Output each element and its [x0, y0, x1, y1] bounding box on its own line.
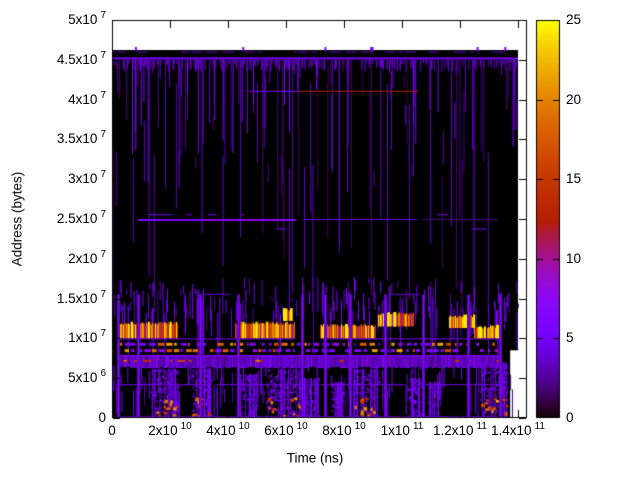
tick-exponent: 7 [100, 129, 106, 141]
x-tick-label: 1.2x10 11 [400, 421, 520, 441]
tick-exponent: 7 [100, 49, 106, 61]
y-tick-label: 0 [0, 410, 106, 426]
tick-mantissa: 1x10 [68, 330, 98, 346]
x-axis-title: Time (ns) [286, 450, 344, 466]
tick-mantissa: 8x10 [322, 423, 352, 438]
tick-exponent: 7 [100, 288, 106, 300]
x-tick-label: 1.4x10 11 [458, 421, 578, 441]
y-tick-label: 5x10 7 [0, 10, 106, 30]
tick-exponent: 11 [476, 421, 487, 432]
x-tick-label: 0 [52, 423, 172, 439]
y-tick-label: 2.5x10 7 [0, 209, 106, 229]
colorbar-tick-label: 0 [566, 410, 574, 425]
tick-exponent: 11 [534, 421, 545, 432]
tick-exponent: 7 [100, 89, 106, 101]
tick-mantissa: 0 [108, 423, 116, 438]
tick-exponent: 11 [412, 421, 424, 432]
tick-exponent: 7 [100, 209, 106, 220]
x-tick-label: 8x10 10 [284, 421, 404, 441]
tick-exponent: 7 [100, 10, 106, 21]
tick-exponent: 6 [100, 368, 106, 380]
tick-exponent: 7 [100, 169, 106, 181]
y-tick-label: 1x10 7 [0, 328, 106, 348]
tick-mantissa: 3x10 [68, 171, 98, 187]
tick-exponent: 10 [354, 421, 366, 432]
colorbar-tick-label: 5 [566, 330, 574, 346]
tick-mantissa: 0 [98, 410, 106, 425]
tick-exponent: 10 [180, 421, 192, 432]
y-tick-label: 1.5x10 7 [0, 288, 106, 309]
tick-exponent: 10 [296, 421, 308, 432]
y-tick-label: 4x10 7 [0, 89, 106, 110]
tick-mantissa: 4x10 [206, 423, 236, 438]
y-tick-label: 2x10 7 [0, 248, 106, 269]
tick-mantissa: 2x10 [68, 250, 98, 266]
x-tick-label: 1x10 11 [342, 421, 462, 441]
tick-mantissa: 3.5x10 [56, 131, 98, 147]
x-tick-label: 6x10 10 [226, 421, 346, 441]
colorbar-tick-label: 10 [566, 250, 582, 266]
tick-mantissa: 1.2x10 [433, 423, 474, 438]
colorbar-tick-label: 20 [566, 91, 582, 107]
colorbar-tick-label: 15 [566, 171, 582, 187]
tick-mantissa: 5x10 [68, 370, 98, 386]
x-tick-label: 2x10 10 [110, 421, 230, 441]
tick-exponent: 7 [100, 248, 106, 260]
tick-mantissa: 1x10 [380, 423, 410, 438]
y-tick-label: 3.5x10 7 [0, 129, 106, 149]
tick-mantissa: 4x10 [68, 91, 98, 107]
tick-mantissa: 6x10 [264, 423, 294, 438]
y-tick-label: 4.5x10 7 [0, 49, 106, 70]
tick-mantissa: 2.5x10 [56, 211, 98, 226]
tick-exponent: 10 [238, 421, 250, 432]
tick-mantissa: 1.5x10 [56, 290, 98, 306]
x-tick-label: 4x10 10 [168, 421, 288, 441]
tick-exponent: 7 [100, 328, 106, 340]
y-tick-label: 5x10 6 [0, 368, 106, 388]
tick-mantissa: 1.4x10 [491, 423, 532, 438]
y-tick-label: 3x10 7 [0, 169, 106, 189]
tick-mantissa: 5x10 [68, 12, 98, 27]
colorbar-tick-label: 25 [566, 12, 582, 27]
tick-mantissa: 2x10 [148, 423, 178, 438]
tick-mantissa: 4.5x10 [56, 51, 98, 67]
